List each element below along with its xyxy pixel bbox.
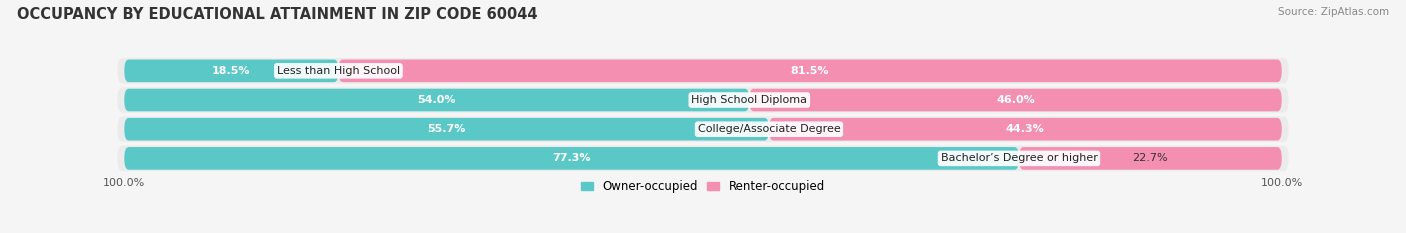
Text: 46.0%: 46.0% bbox=[995, 95, 1035, 105]
FancyBboxPatch shape bbox=[124, 89, 749, 111]
FancyBboxPatch shape bbox=[118, 58, 1289, 84]
FancyBboxPatch shape bbox=[118, 146, 1289, 171]
Legend: Owner-occupied, Renter-occupied: Owner-occupied, Renter-occupied bbox=[581, 180, 825, 193]
Text: 100.0%: 100.0% bbox=[1261, 178, 1303, 188]
Text: 18.5%: 18.5% bbox=[212, 66, 250, 76]
FancyBboxPatch shape bbox=[118, 116, 1289, 142]
Text: High School Diploma: High School Diploma bbox=[692, 95, 807, 105]
Text: 81.5%: 81.5% bbox=[790, 66, 830, 76]
Text: 100.0%: 100.0% bbox=[103, 178, 145, 188]
FancyBboxPatch shape bbox=[339, 60, 1282, 82]
FancyBboxPatch shape bbox=[124, 147, 1019, 170]
Text: 54.0%: 54.0% bbox=[418, 95, 456, 105]
Text: Bachelor’s Degree or higher: Bachelor’s Degree or higher bbox=[941, 153, 1098, 163]
Text: OCCUPANCY BY EDUCATIONAL ATTAINMENT IN ZIP CODE 60044: OCCUPANCY BY EDUCATIONAL ATTAINMENT IN Z… bbox=[17, 7, 537, 22]
FancyBboxPatch shape bbox=[124, 118, 769, 140]
Text: 22.7%: 22.7% bbox=[1132, 153, 1168, 163]
Text: College/Associate Degree: College/Associate Degree bbox=[697, 124, 841, 134]
FancyBboxPatch shape bbox=[769, 118, 1282, 140]
FancyBboxPatch shape bbox=[124, 60, 339, 82]
FancyBboxPatch shape bbox=[749, 89, 1282, 111]
FancyBboxPatch shape bbox=[1019, 147, 1282, 170]
FancyBboxPatch shape bbox=[118, 87, 1289, 113]
Text: 44.3%: 44.3% bbox=[1005, 124, 1045, 134]
Text: 77.3%: 77.3% bbox=[553, 153, 591, 163]
Text: 55.7%: 55.7% bbox=[427, 124, 465, 134]
Text: Source: ZipAtlas.com: Source: ZipAtlas.com bbox=[1278, 7, 1389, 17]
Text: Less than High School: Less than High School bbox=[277, 66, 399, 76]
